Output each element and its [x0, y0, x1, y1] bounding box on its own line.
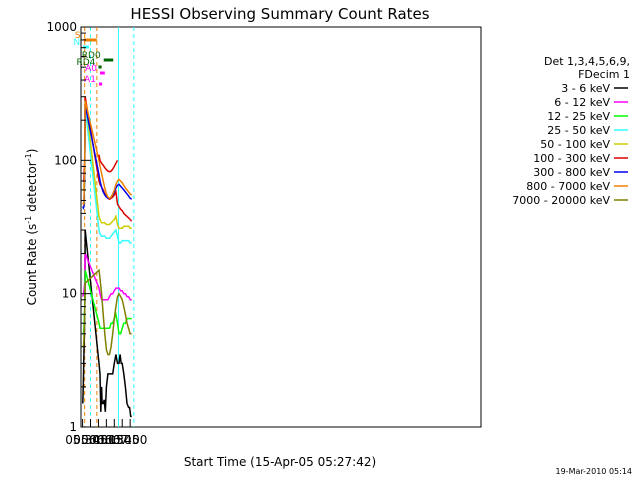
series-line-0	[82, 230, 132, 418]
y-tick-label-2: 100	[54, 153, 77, 167]
x-tick-label-4: 06:30	[97, 433, 132, 447]
x-tick-label-5: 06:45	[105, 433, 140, 447]
timestamp: 19-Mar-2010 05:14	[556, 467, 633, 476]
legend-title-line2: FDecim 1	[578, 68, 630, 81]
y-axis-label: Count Rate (s-1 detector-1)	[24, 149, 39, 306]
flag-label-RD4: RD4	[77, 58, 96, 68]
legend-label-8: 7000 - 20000 keV	[512, 194, 610, 207]
legend-label-4: 50 - 100 keV	[540, 138, 610, 151]
x-axis-label: Start Time (15-Apr-05 05:27:42)	[184, 455, 376, 469]
legend-label-1: 6 - 12 keV	[554, 96, 610, 109]
plot-frame	[80, 26, 482, 428]
flag-label-A0: A0	[85, 64, 97, 74]
chart-title: HESSI Observing Summary Count Rates	[130, 5, 429, 23]
x-tick-label-1: 05:45	[73, 433, 108, 447]
x-tick-label-0: 05:30	[65, 433, 100, 447]
legend-label-6: 300 - 800 keV	[533, 166, 610, 179]
x-tick-label-6: 07:00	[113, 433, 148, 447]
flag-label-RD0: RD0	[82, 51, 101, 61]
legend-label-0: 3 - 6 keV	[561, 82, 610, 95]
y-tick-label-0: 1	[69, 420, 77, 434]
y-axis-label-part2: detector	[25, 161, 39, 216]
flag-label-N: N	[73, 38, 80, 48]
y-axis-label-sup1: -1	[24, 216, 33, 224]
legend-label-5: 100 - 300 keV	[533, 152, 610, 165]
legend-label-2: 12 - 25 keV	[547, 110, 610, 123]
series-line-4	[82, 96, 132, 229]
y-ticks: 1 10 100 1000	[46, 20, 91, 434]
series-line-2	[82, 270, 132, 335]
y-axis-label-part3: )	[25, 149, 39, 154]
y-axis-label-sup2: -1	[24, 153, 33, 161]
x-tick-label-2: 06:00	[81, 433, 116, 447]
series-line-3	[82, 107, 132, 244]
series-line-7	[82, 100, 133, 207]
legend-label-7: 800 - 7000 keV	[526, 180, 610, 193]
legend-title-line1: Det 1,3,4,5,6,9,	[544, 55, 630, 68]
data-series	[82, 96, 133, 418]
series-line-8	[82, 268, 132, 356]
flag-label-S: S	[75, 31, 81, 41]
series-line-1	[82, 253, 132, 301]
y-axis-label-part1: Count Rate (s	[25, 224, 39, 306]
y-tick-label-1: 10	[62, 287, 77, 301]
y-tick-label-3: 1000	[46, 20, 77, 34]
flag-label-A1: A1	[84, 75, 96, 85]
legend-label-3: 25 - 50 keV	[547, 124, 610, 137]
x-tick-label-3: 06:15	[89, 433, 124, 447]
series-line-9	[98, 154, 119, 173]
